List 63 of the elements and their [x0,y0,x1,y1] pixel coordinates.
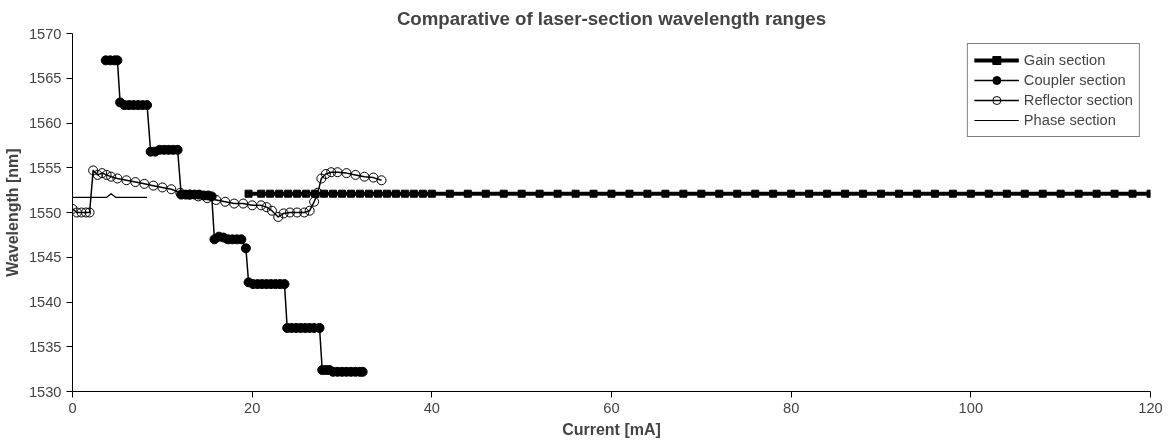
point [92,169,103,180]
chart-title: Comparative of laser-section wavelength ranges [396,7,827,29]
y-axis-title: Wavelength [nm] [3,148,21,277]
point [266,205,277,216]
point [238,198,249,209]
point [106,171,117,182]
y-tick-label: 1545 [28,249,62,266]
point [341,168,352,179]
point [316,173,327,184]
legend-label: Phase section [1023,112,1116,128]
point [220,196,231,207]
point [72,207,82,218]
point [284,207,295,218]
y-tick-label: 1565 [28,70,62,87]
x-axis-title: Current [mA] [562,420,661,438]
point [139,178,150,189]
point [320,169,331,180]
x-tick-label: 100 [958,399,984,416]
point [368,172,379,183]
legend-label: Reflector section [1023,92,1133,108]
point [350,169,361,180]
point [309,196,320,207]
point [359,171,370,182]
point [273,211,284,222]
y-tick-label: 1535 [28,338,62,355]
point [88,165,99,176]
point [261,202,272,213]
x-tick-label: 60 [603,399,620,416]
y-tick-label: 1550 [28,204,62,221]
y-tick-label: 1570 [28,25,62,42]
point [130,177,141,188]
y-tick-label: 1555 [28,159,62,176]
point [247,200,258,211]
x-tick-label: 0 [68,399,77,416]
legend-label: Gain section [1023,52,1106,68]
x-tick-label: 20 [244,399,261,416]
point [121,175,132,186]
x-tick-label: 40 [423,399,440,416]
point [292,207,303,218]
point [157,182,168,193]
y-tick-label: 1560 [28,115,62,131]
point [101,169,112,180]
x-tick-label: 80 [783,399,800,416]
point [278,208,289,219]
point [84,207,95,218]
point [299,207,310,218]
y-tick-label: 1530 [28,383,62,400]
point [97,168,108,179]
point [256,200,267,211]
point [148,180,159,191]
legend-label: Coupler section [1023,72,1126,88]
point [332,167,343,178]
point [112,173,123,184]
point [80,207,91,218]
point [166,184,177,195]
point [326,167,337,178]
point [376,175,387,186]
point [76,207,87,218]
point [304,205,315,216]
point [211,194,222,205]
point [229,198,240,209]
x-tick-label: 120 [1138,399,1163,416]
y-tick-label: 1540 [28,294,62,310]
